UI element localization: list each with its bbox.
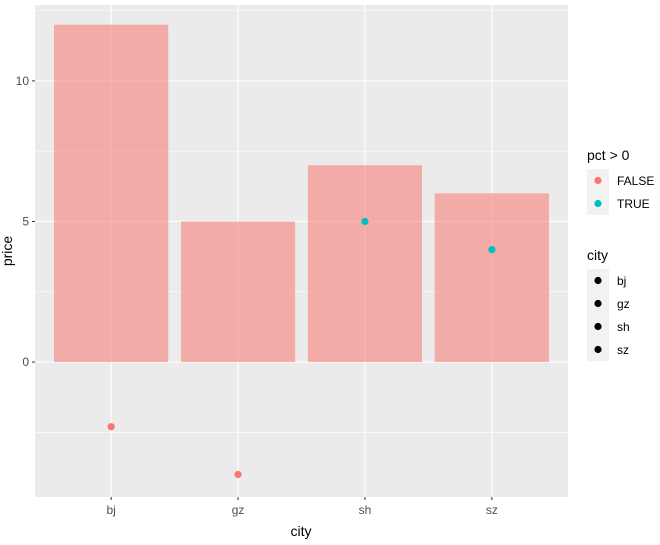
- legend-marker: [594, 299, 602, 308]
- legend-title: city: [587, 247, 608, 263]
- x-axis-title: city: [291, 523, 312, 539]
- y-tick-label: 0: [22, 355, 29, 369]
- bars: [54, 24, 549, 363]
- legend-marker: [594, 322, 602, 331]
- legend-marker: [594, 199, 602, 208]
- y-axis-title: price: [0, 236, 15, 267]
- point-sz: [488, 245, 496, 254]
- y-tick-label: 5: [22, 214, 29, 228]
- y-tick-label: 10: [16, 74, 30, 88]
- legend-marker: [594, 176, 602, 185]
- bar-sz: [434, 193, 549, 363]
- x-tick-label: gz: [232, 503, 245, 517]
- legend-marker: [594, 276, 602, 285]
- legend-marker: [594, 345, 602, 354]
- bar-gz: [180, 221, 296, 363]
- bar-bj: [54, 24, 169, 363]
- axes: 0 5 10 bj gz sh sz: [16, 74, 498, 517]
- point-sh: [361, 217, 369, 226]
- points: [107, 217, 496, 479]
- legend-label: gz: [617, 297, 630, 311]
- legend-label: FALSE: [617, 174, 654, 188]
- legend-title: pct > 0: [587, 147, 630, 163]
- legend-label: TRUE: [617, 197, 650, 211]
- legend-label: sz: [617, 343, 629, 357]
- legend-label: sh: [617, 320, 630, 334]
- x-tick-label: sz: [486, 503, 498, 517]
- point-bj: [107, 423, 115, 431]
- legend-label: bj: [617, 274, 626, 288]
- x-tick-label: bj: [106, 503, 115, 517]
- x-tick-label: sh: [359, 503, 372, 517]
- point-gz: [234, 470, 242, 479]
- bar-sh: [307, 165, 423, 363]
